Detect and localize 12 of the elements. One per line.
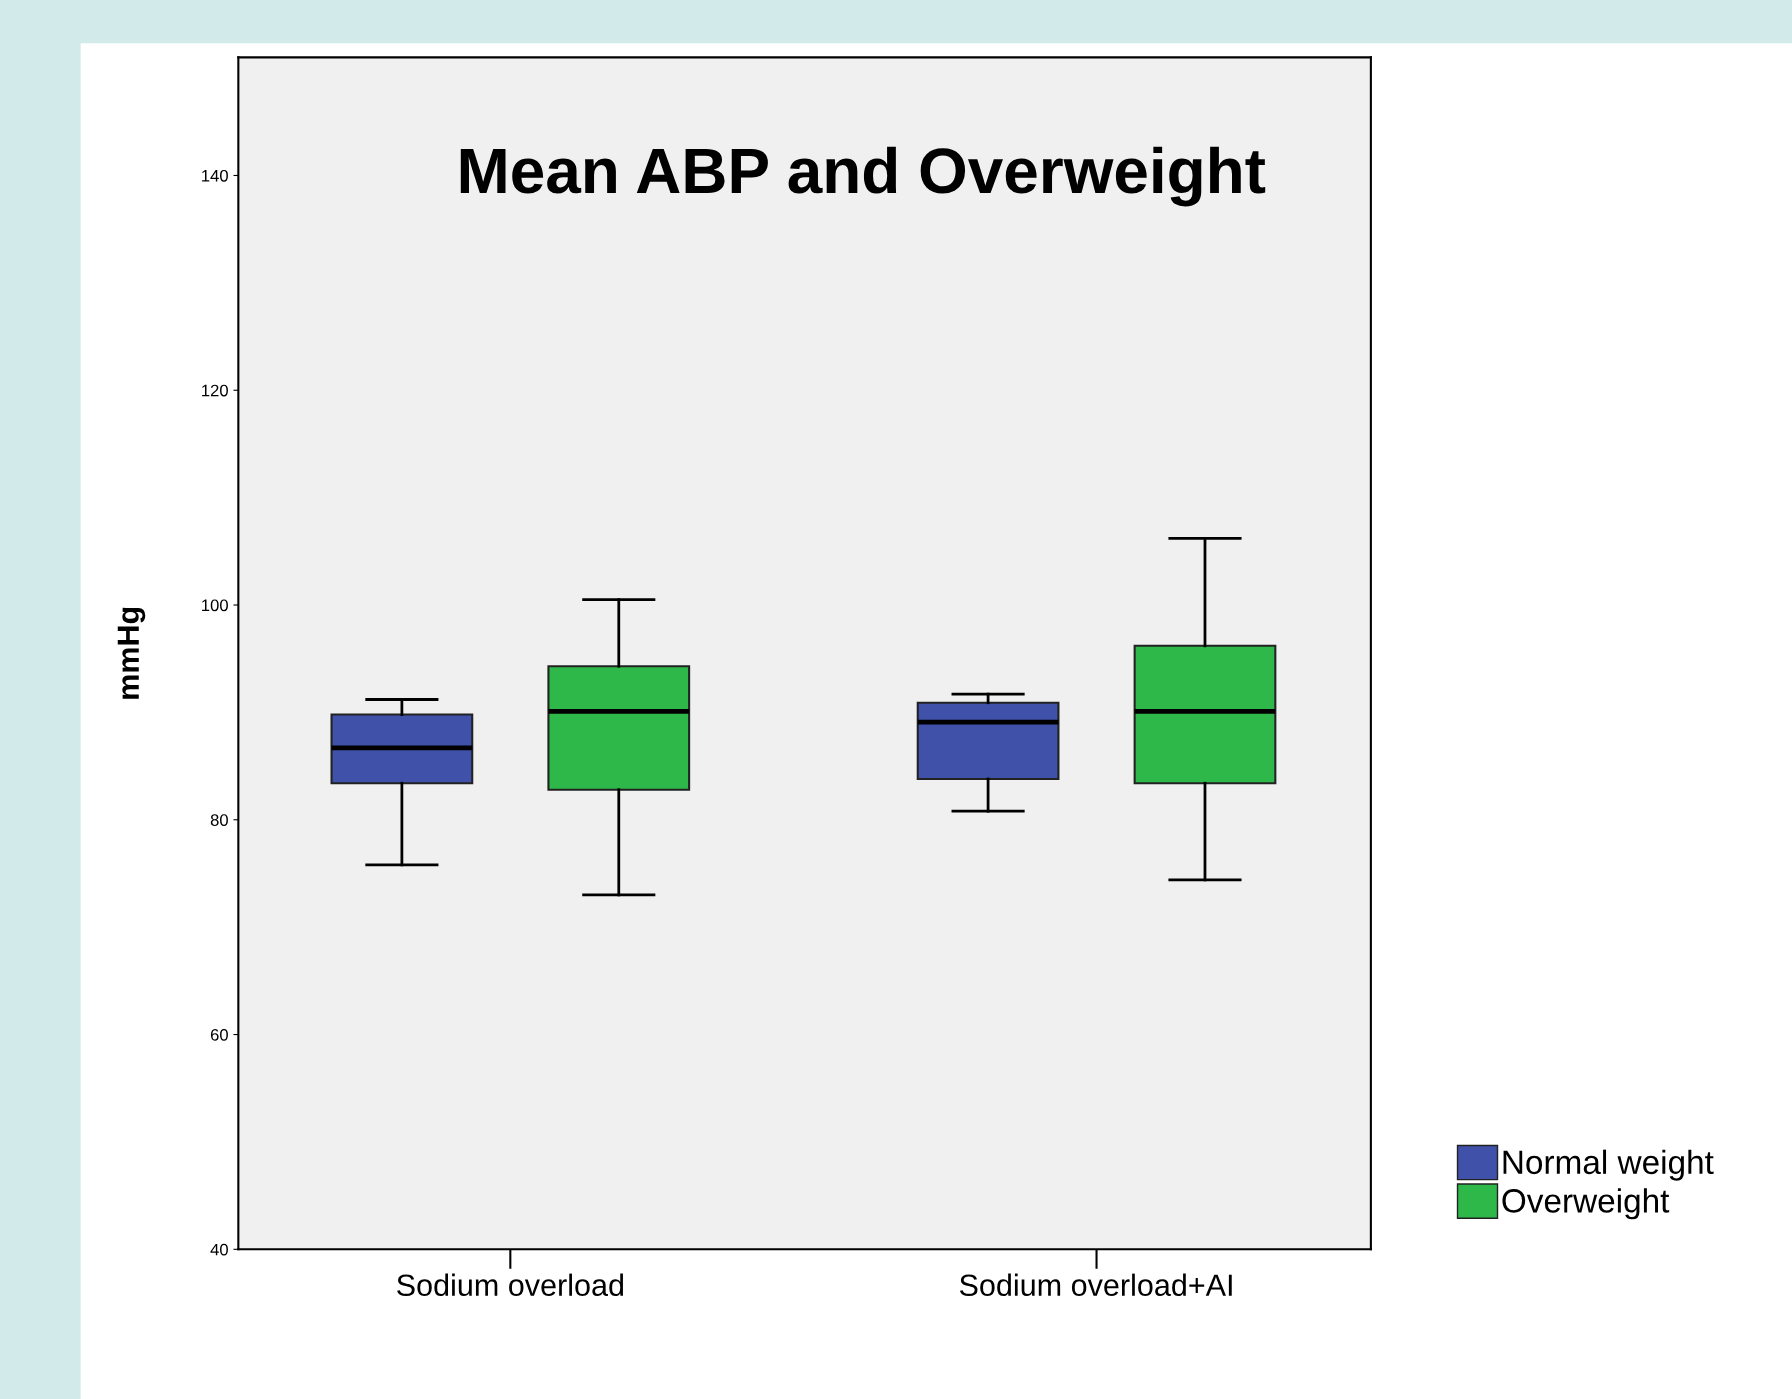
y-tick-label: 100 xyxy=(202,599,228,612)
y-tick-label: 120 xyxy=(202,384,228,397)
legend-label: Normal weight xyxy=(1503,1149,1714,1181)
legend-label: Overweight xyxy=(1502,1188,1670,1220)
text: Mean ABP and Overweight xyxy=(460,146,1266,207)
y-tick-label: 40 xyxy=(210,1243,228,1256)
y-tick-label: 60 xyxy=(210,1028,228,1041)
x-tick-label: Sodium overload xyxy=(397,1273,624,1297)
y-axis-title: mmHg xyxy=(117,607,146,699)
y-tick-label: 80 xyxy=(210,814,228,826)
x-tick-label: Sodium overload+AI xyxy=(959,1273,1232,1297)
y-tick-label: 140 xyxy=(202,169,228,182)
